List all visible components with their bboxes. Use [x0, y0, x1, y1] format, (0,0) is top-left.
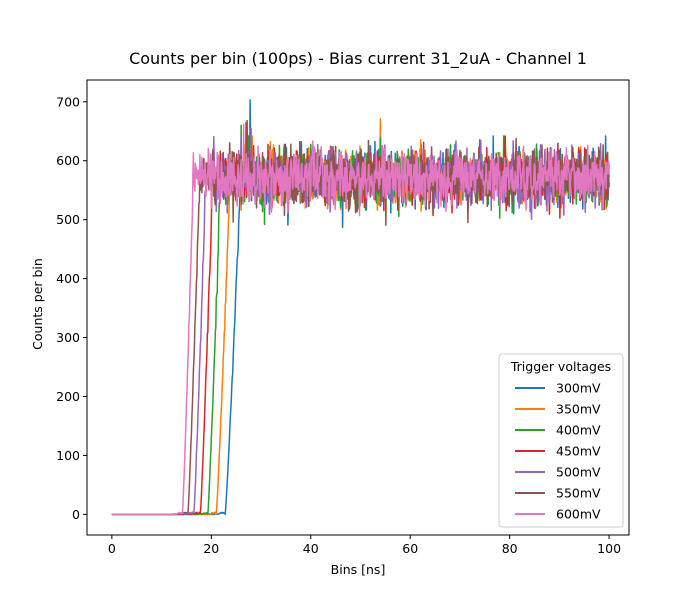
x-tick-label: 60 [402, 541, 418, 556]
legend-label-300mV: 300mV [556, 381, 601, 396]
y-tick-label: 700 [56, 94, 80, 109]
y-tick-label: 100 [56, 448, 80, 463]
y-tick-label: 500 [56, 212, 80, 227]
x-axis: 0 20 40 60 80 100 [108, 535, 621, 556]
legend-label-350mV: 350mV [556, 402, 601, 417]
y-tick-label: 400 [56, 271, 80, 286]
x-tick-label: 0 [108, 541, 116, 556]
y-axis: 0 100 200 300 400 500 600 700 [56, 94, 87, 522]
series-layer [111, 99, 610, 516]
y-tick-label: 600 [56, 153, 80, 168]
y-tick-label: 300 [56, 330, 80, 345]
legend: Trigger voltages 300mV 350mV 400mV 450mV 500… [498, 353, 624, 528]
legend-label-600mV: 600mV [556, 507, 601, 522]
axes-frame [86, 79, 630, 536]
y-tick-label: 0 [72, 507, 80, 522]
y-axis-label: Counts per bin [30, 258, 45, 350]
x-axis-label: Bins [ns] [331, 562, 386, 577]
series-line-600mV [111, 123, 610, 516]
x-tick-label: 80 [502, 541, 518, 556]
x-tick-label: 20 [203, 541, 219, 556]
legend-label-500mV: 500mV [556, 465, 601, 480]
x-tick-label: 100 [597, 541, 621, 556]
legend-entries: 300mV 350mV 400mV 450mV 500mV 550mV 600mV [515, 381, 601, 522]
legend-label-450mV: 450mV [556, 444, 601, 459]
y-tick-label: 200 [56, 389, 80, 404]
legend-label-400mV: 400mV [556, 423, 601, 438]
chart-title: Counts per bin (100ps) - Bias current 31… [129, 49, 587, 69]
x-tick-label: 40 [303, 541, 319, 556]
legend-title: Trigger voltages [510, 359, 611, 374]
legend-box [498, 353, 624, 528]
legend-label-550mV: 550mV [556, 486, 601, 501]
